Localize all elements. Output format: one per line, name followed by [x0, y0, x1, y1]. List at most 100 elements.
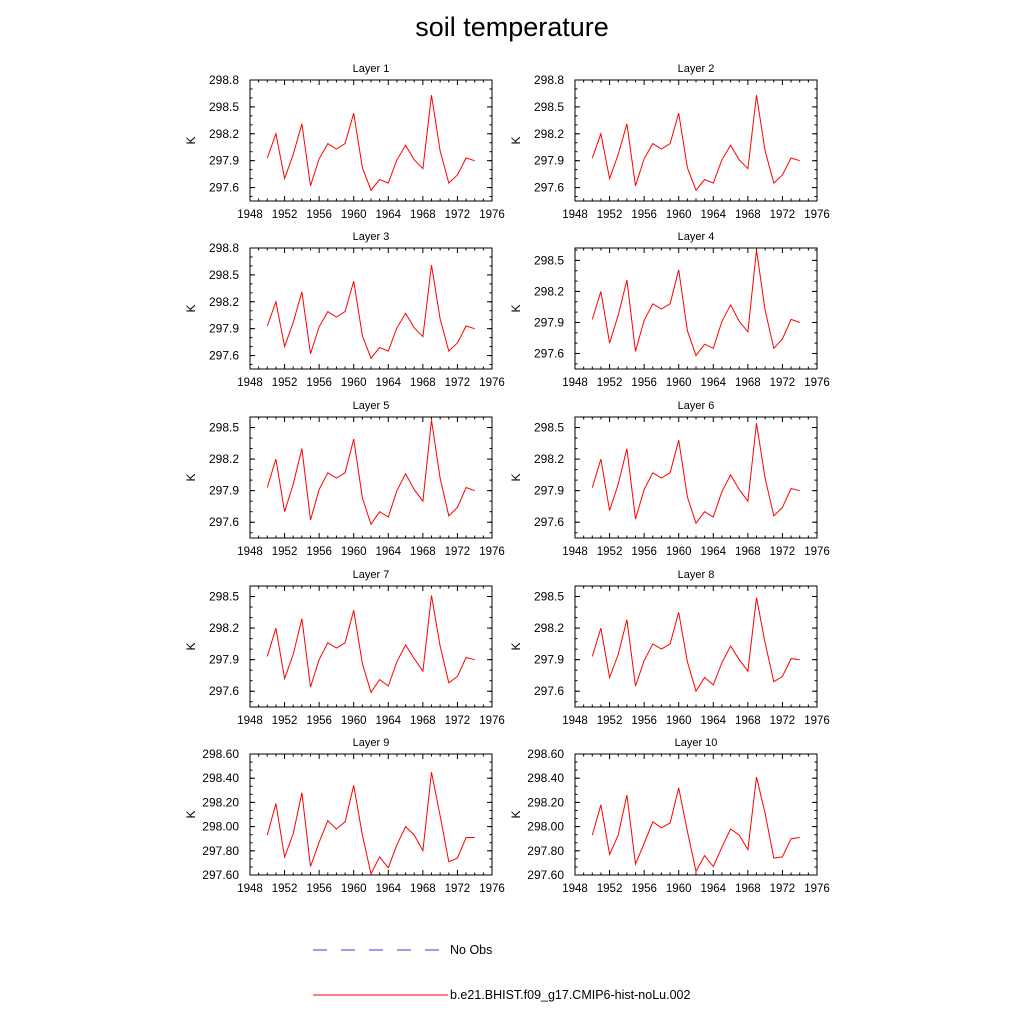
x-tick-label: 1956	[631, 546, 657, 558]
plot-frame	[249, 753, 493, 876]
chart-panel-layer-1: Layer 1 K 1948 1952 1956 1960 1964 1968 1972 1976…	[184, 63, 505, 221]
x-tick-label: 1972	[770, 377, 796, 389]
chart-panel-layer-2: Layer 2 K 1948 1952 1956 1960 1964 1968 1972 1976…	[509, 63, 830, 221]
x-tick-label: 1964	[700, 377, 726, 389]
x-tick-label: 1956	[306, 209, 332, 221]
series-line	[591, 423, 800, 525]
x-tick-label: 1968	[735, 209, 761, 221]
x-tick-label: 1960	[341, 715, 367, 727]
series-line	[591, 776, 800, 873]
y-tick-label: 298.5	[534, 100, 564, 114]
x-tick-label: 1952	[597, 883, 623, 895]
x-tick-label: 1960	[341, 377, 367, 389]
x-tick-label: 1964	[375, 377, 401, 389]
x-tick-label: 1952	[597, 546, 623, 558]
x-tick-label: 1948	[562, 883, 588, 895]
y-tick-label: 298.40	[527, 771, 564, 785]
x-tick-label: 1948	[562, 377, 588, 389]
figure-title: soil temperature	[415, 12, 609, 42]
plot-frame	[249, 585, 493, 708]
chart-panel-layer-7: Layer 7 K 1948 1952 1956 1960 1964 1968 1972 1976…	[184, 569, 505, 727]
x-tick-label: 1952	[272, 209, 298, 221]
y-tick-label: 298.2	[209, 452, 239, 466]
chart-panel-layer-9: Layer 9 K 1948 1952 1956 1960 1964 1968 1972 1976…	[184, 737, 505, 895]
y-tick-label: 298.5	[534, 253, 564, 267]
x-tick-label: 1972	[445, 209, 471, 221]
x-tick-label: 1968	[735, 715, 761, 727]
x-tick-label: 1956	[306, 883, 332, 895]
x-tick-label: 1972	[445, 883, 471, 895]
x-tick-label: 1972	[445, 546, 471, 558]
y-tick-label: 297.80	[202, 844, 239, 858]
x-tick-label: 1960	[666, 377, 692, 389]
y-tick-label: 297.9	[534, 154, 564, 168]
x-tick-label: 1972	[770, 715, 796, 727]
x-tick-label: 1976	[804, 883, 830, 895]
y-tick-label: 297.6	[209, 515, 239, 529]
panel-title: Layer 4	[678, 231, 715, 243]
y-axis-label: K	[184, 136, 198, 144]
x-tick-label: 1968	[410, 377, 436, 389]
y-axis-label: K	[184, 304, 198, 312]
y-tick-label: 298.00	[202, 820, 239, 834]
x-tick-label: 1960	[666, 209, 692, 221]
y-tick-label: 297.9	[209, 653, 239, 667]
y-tick-label: 298.20	[202, 795, 239, 809]
y-axis-label: K	[184, 810, 198, 818]
x-tick-label: 1956	[631, 209, 657, 221]
x-tick-label: 1956	[631, 715, 657, 727]
legend-label-model: b.e21.BHIST.f09_g17.CMIP6-hist-noLu.002	[450, 988, 691, 1002]
x-tick-label: 1952	[272, 715, 298, 727]
x-tick-label: 1960	[341, 546, 367, 558]
x-tick-label: 1952	[597, 715, 623, 727]
panel-title: Layer 2	[678, 63, 715, 75]
chart-panel-layer-8: Layer 8 K 1948 1952 1956 1960 1964 1968 1972 1976…	[509, 569, 830, 727]
panel-title: Layer 9	[353, 737, 390, 749]
chart-panel-layer-6: Layer 6 K 1948 1952 1956 1960 1964 1968 1972 1976…	[509, 400, 830, 558]
panel-title: Layer 5	[353, 400, 390, 412]
y-tick-label: 297.6	[534, 684, 564, 698]
x-tick-label: 1964	[700, 883, 726, 895]
y-tick-label: 297.6	[209, 181, 239, 195]
x-tick-label: 1964	[375, 715, 401, 727]
x-tick-label: 1948	[237, 715, 263, 727]
y-axis-label: K	[509, 136, 523, 144]
y-tick-label: 297.6	[209, 349, 239, 363]
x-tick-label: 1948	[562, 209, 588, 221]
y-tick-label: 298.5	[534, 590, 564, 604]
y-axis-label: K	[184, 473, 198, 481]
y-axis-label: K	[509, 473, 523, 481]
x-tick-label: 1960	[341, 209, 367, 221]
y-tick-label: 298.2	[534, 452, 564, 466]
x-tick-label: 1968	[735, 546, 761, 558]
chart-panel-layer-3: Layer 3 K 1948 1952 1956 1960 1964 1968 1972 1976…	[184, 231, 505, 389]
x-tick-label: 1960	[666, 715, 692, 727]
series-line	[591, 95, 800, 192]
y-tick-label: 297.6	[534, 515, 564, 529]
plot-frame	[574, 416, 818, 539]
series-line	[591, 250, 800, 357]
legend-swatch-no-obs	[313, 949, 448, 951]
y-tick-label: 298.60	[202, 747, 239, 761]
y-tick-label: 298.00	[527, 820, 564, 834]
y-axis-label: K	[184, 642, 198, 650]
x-tick-label: 1968	[410, 546, 436, 558]
y-tick-label: 298.40	[202, 771, 239, 785]
y-tick-label: 297.60	[202, 868, 239, 882]
y-tick-label: 298.2	[534, 621, 564, 635]
x-tick-label: 1952	[272, 546, 298, 558]
panel-title: Layer 1	[353, 63, 390, 75]
y-axis-label: K	[509, 810, 523, 818]
x-tick-label: 1956	[306, 715, 332, 727]
x-tick-label: 1952	[272, 883, 298, 895]
x-tick-label: 1960	[666, 883, 692, 895]
series-line	[266, 595, 475, 694]
x-tick-label: 1976	[479, 377, 505, 389]
y-tick-label: 297.9	[534, 653, 564, 667]
x-tick-label: 1968	[735, 377, 761, 389]
y-tick-label: 298.5	[534, 421, 564, 435]
y-tick-label: 298.2	[209, 295, 239, 309]
chart-panel-layer-5: Layer 5 K 1948 1952 1956 1960 1964 1968 1972 1976…	[184, 400, 505, 558]
